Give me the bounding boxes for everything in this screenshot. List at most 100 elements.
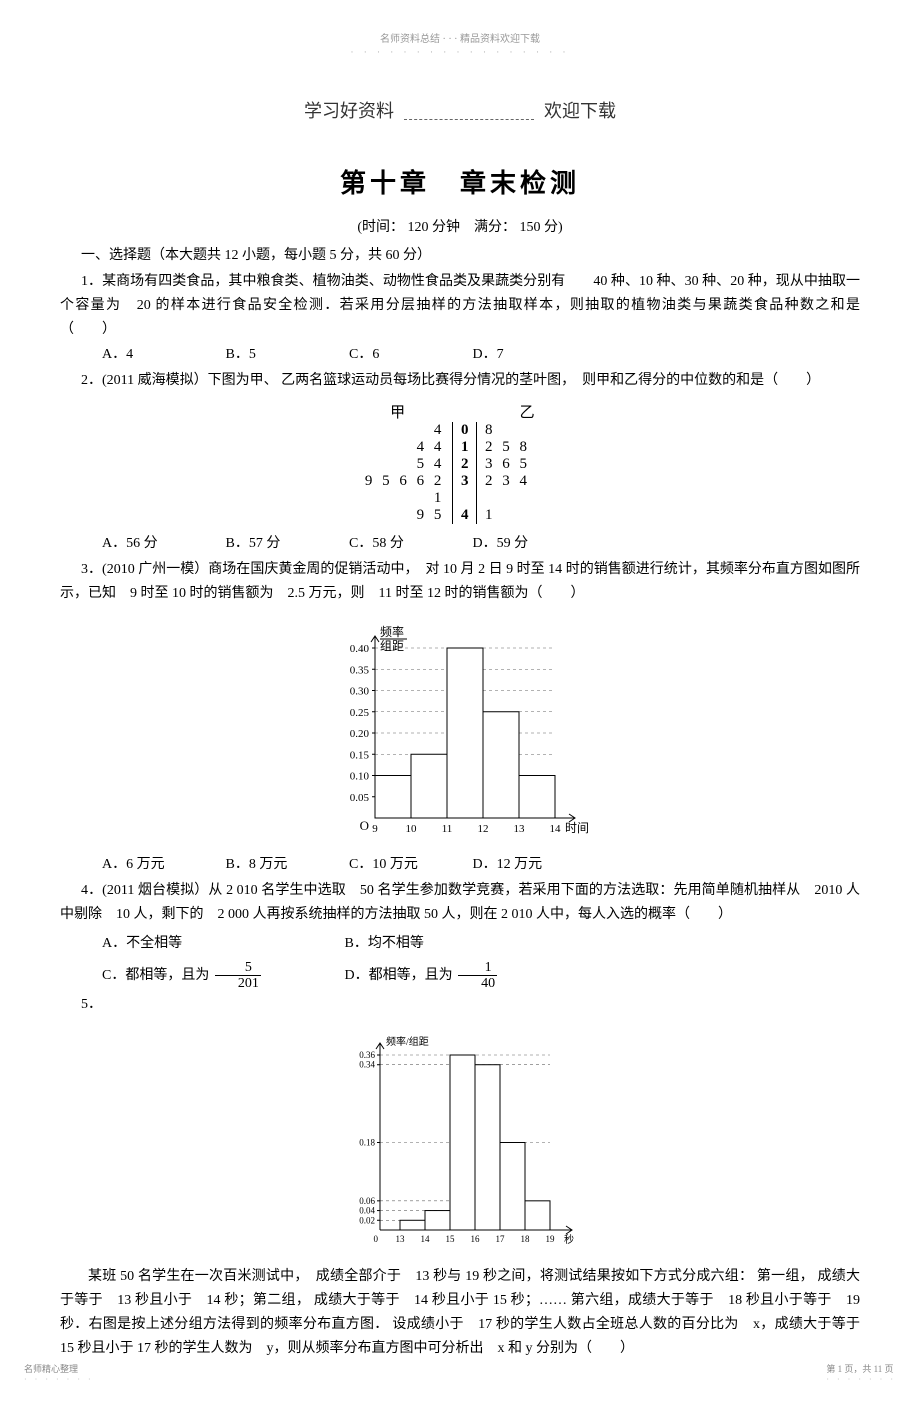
- sl-right: 3 6 5: [477, 456, 570, 473]
- svg-text:0.06: 0.06: [359, 1196, 375, 1206]
- q4-d-den: 40: [458, 976, 497, 991]
- q3-opt-b: B．8 万元: [205, 853, 325, 877]
- svg-text:0.02: 0.02: [359, 1216, 375, 1226]
- q2-options: A．56 分 B．57 分 C．58 分 D．59 分: [60, 532, 860, 556]
- top-header: 名师资料总结 · · · 精品资料欢迎下载: [60, 30, 860, 47]
- chapter-title: 第十章 章末检测: [60, 163, 860, 200]
- svg-text:O: O: [360, 818, 369, 833]
- footer-right-text: 第 1 页，共 11 页: [826, 1362, 896, 1375]
- svg-text:0.34: 0.34: [359, 1060, 375, 1070]
- sl-left: 4: [350, 422, 452, 439]
- q2-opt-d: D．59 分: [452, 532, 572, 556]
- q4-options-row1: A．不全相等 B．均不相等: [60, 929, 860, 960]
- header-right: 欢迎下载: [544, 97, 616, 123]
- time-marks: (时间： 120 分钟 满分： 150 分): [60, 216, 860, 236]
- svg-text:13: 13: [396, 1234, 406, 1244]
- q4-d-num: 1: [458, 960, 497, 976]
- svg-text:16: 16: [471, 1234, 481, 1244]
- q3-text: 3．(2010 广州一模）商场在国庆黄金周的促销活动中， 对 10 月 2 日 …: [60, 558, 860, 606]
- sl-mid: 2: [452, 456, 477, 473]
- svg-text:13: 13: [514, 823, 526, 835]
- q5-text: 某班 50 名学生在一次百米测试中， 成绩全部介于 13 秒与 19 秒之间，将…: [60, 1265, 860, 1360]
- q4-text: 4．(2011 烟台模拟）从 2 010 名学生中选取 50 名学生参加数学竞赛…: [60, 879, 860, 927]
- q4-opt-a: A．不全相等: [81, 929, 341, 960]
- q1-options: A．4 B．5 C．6 D．7: [60, 343, 860, 367]
- svg-text:9: 9: [372, 823, 378, 835]
- q3-options: A．6 万元 B．8 万元 C．10 万元 D．12 万元: [60, 853, 860, 877]
- q2-opt-a: A．56 分: [81, 532, 201, 556]
- footer-left: 名师精心整理 · · · · · · ·: [24, 1362, 94, 1384]
- sl-right: 2 3 4: [477, 473, 570, 507]
- svg-text:频率: 频率: [380, 624, 404, 639]
- footer-right-dashes: · · · · · · ·: [826, 1375, 896, 1384]
- svg-text:秒: 秒: [564, 1233, 574, 1246]
- svg-text:0.15: 0.15: [350, 750, 370, 762]
- sl-left: 9 5: [350, 507, 452, 524]
- q3-opt-a: A．6 万元: [81, 853, 201, 877]
- q1-opt-b: B．5: [205, 343, 325, 367]
- sl-head-right: 乙: [476, 401, 570, 422]
- svg-text:0.35: 0.35: [350, 665, 370, 677]
- q4-options-row2: C．都相等，且为 5 201 D．都相等，且为 1 40: [60, 960, 860, 992]
- svg-text:11: 11: [442, 823, 453, 835]
- footer-right: 第 1 页，共 11 页 · · · · · · ·: [826, 1362, 896, 1384]
- sl-mid: 0: [452, 422, 477, 439]
- svg-text:组距: 组距: [380, 639, 404, 653]
- sl-right: 8: [477, 422, 570, 439]
- q2-opt-c: C．58 分: [328, 532, 448, 556]
- svg-text:0.40: 0.40: [350, 643, 370, 655]
- svg-text:0.10: 0.10: [350, 771, 370, 783]
- stem-leaf-row: 9 5 6 6 2 132 3 4: [350, 473, 570, 507]
- svg-text:频率/组距: 频率/组距: [386, 1035, 429, 1048]
- q1-text: 1．某商场有四类食品，其中粮食类、植物油类、动物性食品类及果蔬类分别有 40 种…: [60, 270, 860, 341]
- sl-right: 1: [477, 507, 570, 524]
- sl-right: 2 5 8: [477, 439, 570, 456]
- svg-text:17: 17: [496, 1234, 506, 1244]
- sl-mid: 3: [452, 473, 477, 507]
- page-header-row: 学习好资料 欢迎下载: [60, 97, 860, 123]
- stem-leaf-row: 408: [350, 422, 570, 439]
- svg-text:14: 14: [421, 1234, 431, 1244]
- svg-text:15: 15: [446, 1234, 456, 1244]
- q5-chart: 频率/组距秒 0.020.040.06 0.18 0.340.36 0 13 14 15 16 1…: [60, 1025, 860, 1255]
- svg-text:0.04: 0.04: [359, 1206, 375, 1216]
- top-dash-row: · · · · · · · · · · · · · · · · ·: [60, 47, 860, 57]
- stem-leaf-row: 5 423 6 5: [350, 456, 570, 473]
- svg-text:14: 14: [550, 823, 562, 835]
- q4-opt-d-pre: D．都相等，且为: [345, 968, 453, 983]
- q4-opt-c-pre: C．都相等，且为: [102, 968, 209, 983]
- footer-left-dashes: · · · · · · ·: [24, 1375, 94, 1384]
- q1-opt-c: C．6: [328, 343, 448, 367]
- svg-text:0.05: 0.05: [350, 792, 370, 804]
- q2-text: 2．(2011 威海模拟）下图为甲、 乙两名篮球运动员每场比赛得分情况的茎叶图，…: [60, 369, 860, 393]
- sl-head-left: 甲: [350, 401, 453, 422]
- q4-opt-d-frac: 1 40: [456, 960, 499, 992]
- svg-text:0.36: 0.36: [359, 1050, 375, 1060]
- sl-mid: 4: [452, 507, 477, 524]
- svg-text:0.20: 0.20: [350, 728, 370, 740]
- svg-text:0: 0: [374, 1234, 379, 1244]
- q1-opt-d: D．7: [452, 343, 572, 367]
- stem-leaf-plot: 甲 乙 4084 412 5 85 423 6 59 5 6 6 2 132 3…: [350, 401, 570, 524]
- q3-chart: 频率组距时间O0.050.100.150.200.250.300.350.409…: [60, 613, 860, 843]
- svg-text:18: 18: [521, 1234, 531, 1244]
- svg-text:时间: 时间: [565, 821, 589, 835]
- sl-left: 4 4: [350, 439, 452, 456]
- q3-opt-c: C．10 万元: [328, 853, 448, 877]
- header-left: 学习好资料: [304, 97, 394, 123]
- svg-text:12: 12: [478, 823, 489, 835]
- footer-left-text: 名师精心整理: [24, 1362, 94, 1375]
- q4-c-den: 201: [215, 976, 261, 991]
- q4-c-num: 5: [215, 960, 261, 976]
- stem-leaf-row: 9 541: [350, 507, 570, 524]
- q1-opt-a: A．4: [81, 343, 201, 367]
- sl-left: 9 5 6 6 2 1: [350, 473, 452, 507]
- sl-left: 5 4: [350, 456, 452, 473]
- q3-opt-d: D．12 万元: [452, 853, 572, 877]
- svg-text:0.30: 0.30: [350, 686, 370, 698]
- svg-text:10: 10: [406, 823, 418, 835]
- svg-text:0.18: 0.18: [359, 1138, 375, 1148]
- q4-opt-b: B．均不相等: [345, 936, 424, 951]
- svg-text:19: 19: [546, 1234, 556, 1244]
- sl-mid: 1: [452, 439, 477, 456]
